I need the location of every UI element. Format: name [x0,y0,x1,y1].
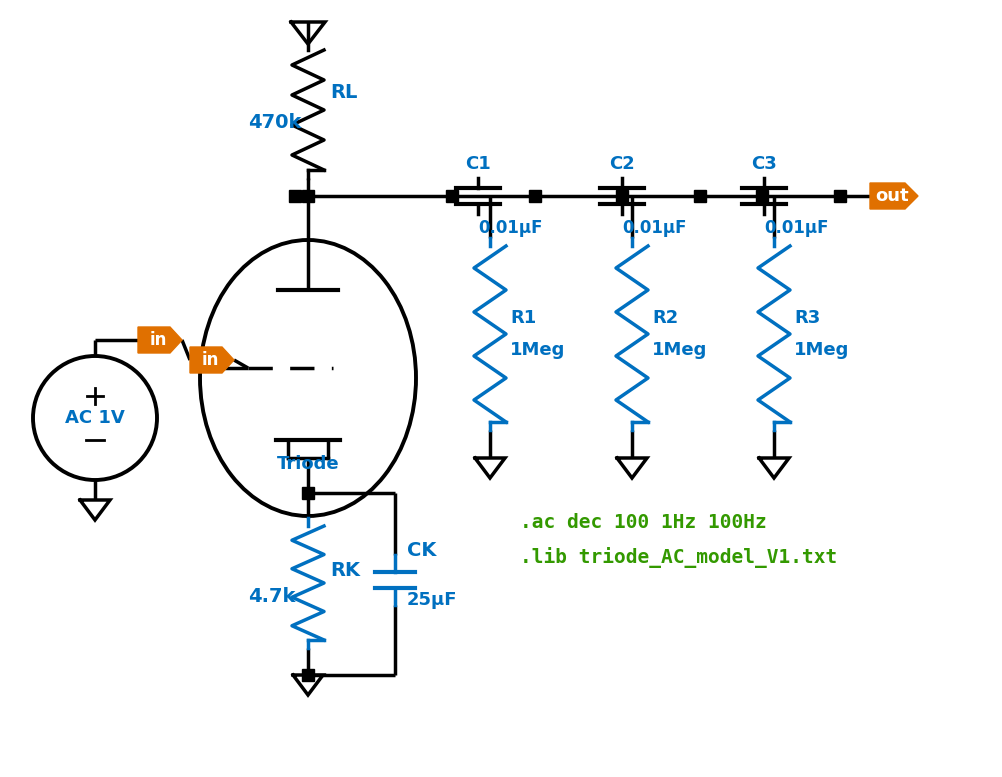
Text: out: out [875,187,908,205]
Text: C1: C1 [465,155,490,173]
Text: 0.01μF: 0.01μF [621,219,685,237]
Text: .lib triode_AC_model_V1.txt: .lib triode_AC_model_V1.txt [519,546,837,567]
Text: C2: C2 [608,155,634,173]
Polygon shape [189,347,233,373]
Text: CK: CK [407,541,436,559]
Text: 4.7k: 4.7k [247,587,295,607]
Text: 470k: 470k [247,113,301,131]
Text: 25μF: 25μF [407,591,457,609]
Text: RK: RK [330,562,360,580]
Text: R3: R3 [794,309,820,327]
Text: R1: R1 [509,309,536,327]
Text: 1Meg: 1Meg [509,341,565,359]
Text: RL: RL [330,82,357,102]
Text: C3: C3 [750,155,777,173]
Text: AC 1V: AC 1V [65,409,125,427]
Text: 0.01μF: 0.01μF [764,219,828,237]
Text: 1Meg: 1Meg [794,341,849,359]
Polygon shape [138,327,181,353]
Text: 0.01μF: 0.01μF [478,219,542,237]
Text: in: in [201,351,218,369]
Text: Triode: Triode [277,455,339,473]
Text: .ac dec 100 1Hz 100Hz: .ac dec 100 1Hz 100Hz [519,513,766,531]
Polygon shape [869,183,917,209]
Text: R2: R2 [651,309,677,327]
Text: in: in [149,331,166,349]
Text: 1Meg: 1Meg [651,341,706,359]
